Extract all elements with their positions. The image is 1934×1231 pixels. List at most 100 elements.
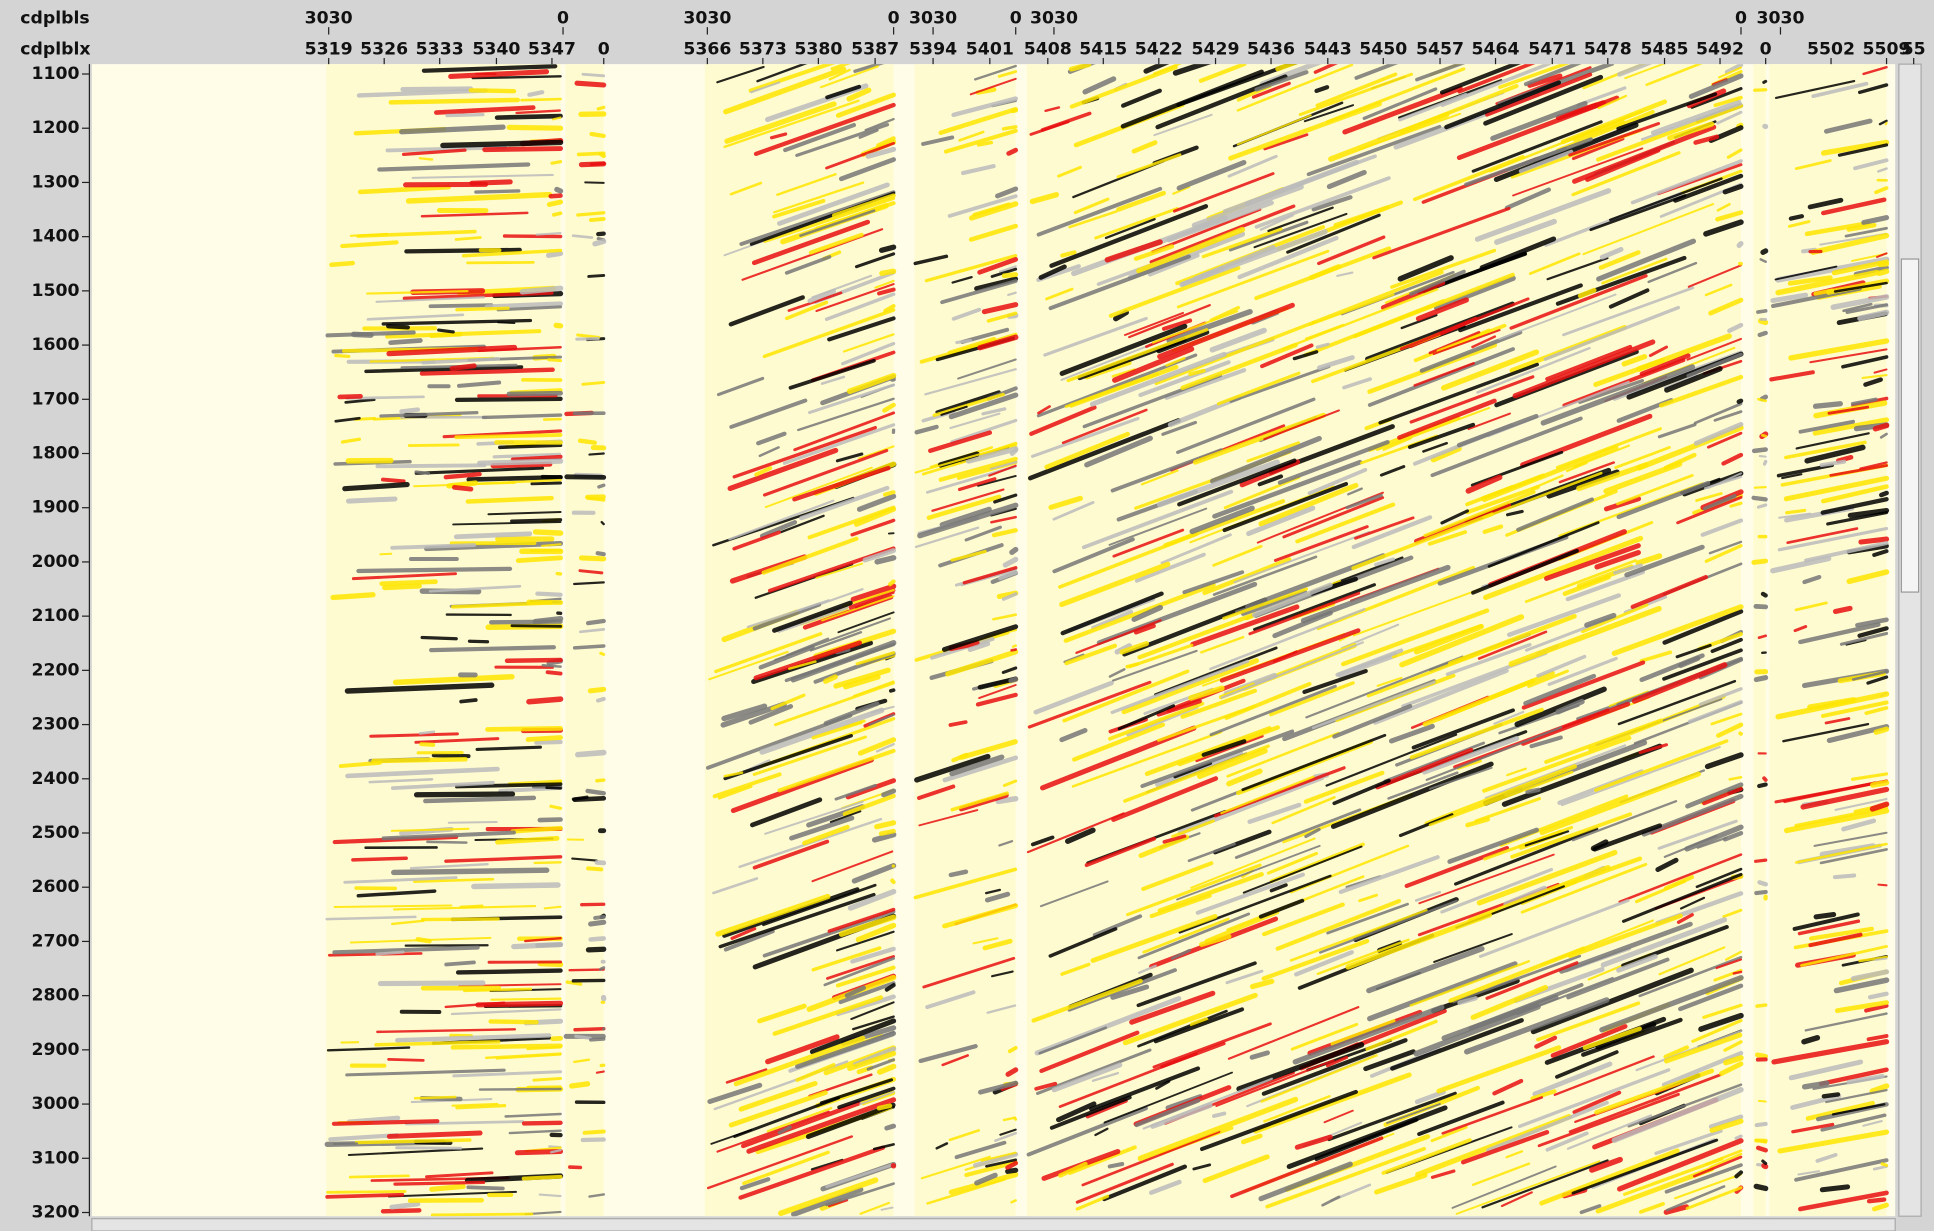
trace-stripe: [457, 308, 508, 309]
trace-stripe: [1009, 150, 1016, 153]
trace-stripe: [1013, 646, 1015, 647]
trace-stripe: [449, 822, 497, 823]
cdplblx-label: 5319: [305, 39, 353, 59]
trace-stripe: [602, 522, 604, 524]
trace-stripe: [885, 492, 894, 494]
trace-stripe: [385, 586, 420, 588]
y-tick-label: 1700: [32, 389, 80, 409]
trace-stripe: [598, 234, 604, 235]
trace-stripe: [1754, 498, 1766, 500]
trace-stripe: [388, 326, 408, 327]
trace-stripe: [570, 970, 604, 971]
trace-stripe: [601, 653, 604, 654]
y-tick-label: 3000: [32, 1094, 80, 1114]
trace-stripe: [592, 134, 604, 136]
y-tick-label: 1100: [32, 64, 80, 84]
trace-stripe: [1763, 251, 1766, 252]
trace-stripe: [392, 1204, 418, 1207]
cdplbls-label: 3030: [305, 9, 353, 29]
trace-stripe: [406, 250, 519, 251]
trace-stripe: [595, 241, 604, 243]
cdplbls-label: 0: [1010, 9, 1022, 29]
y-tick-label: 1400: [32, 227, 80, 247]
horizontal-scrollbar[interactable]: [92, 1219, 1895, 1231]
trace-stripe: [1861, 539, 1887, 542]
row-label: cdplbls: [20, 9, 89, 29]
trace-stripe: [575, 798, 604, 799]
trace-stripe: [536, 532, 561, 533]
trace-stripe: [549, 253, 561, 255]
trace-stripe: [598, 699, 604, 701]
trace-stripe: [1822, 1187, 1847, 1190]
trace-stripe: [1869, 1200, 1884, 1202]
trace-stripe: [403, 89, 471, 90]
panel-background: [915, 64, 1016, 1216]
cdplblx-label: 5340: [472, 39, 520, 59]
trace-stripe: [415, 1097, 455, 1098]
trace-stripe: [457, 1106, 505, 1108]
trace-stripe: [1759, 636, 1766, 638]
trace-stripe: [575, 646, 604, 648]
trace-stripe: [524, 1177, 561, 1179]
trace-stripe: [382, 582, 436, 584]
trace-stripe: [554, 213, 561, 215]
vertical-scrollbar[interactable]: [1899, 64, 1921, 1216]
trace-stripe: [468, 1187, 503, 1188]
trace-stripe: [529, 699, 561, 702]
cdplblx-label: 5464: [1472, 39, 1520, 59]
trace-stripe: [420, 158, 432, 159]
trace-stripe: [891, 690, 894, 691]
y-tick-label: 1300: [32, 172, 80, 192]
trace-stripe: [540, 964, 560, 965]
trace-stripe: [536, 742, 560, 743]
cdplbls-label: 3030: [683, 9, 731, 29]
trace-stripe: [464, 989, 530, 991]
cdplblx-label: 5415: [1079, 39, 1127, 59]
scroll-thumb[interactable]: [1901, 259, 1918, 592]
trace-stripe: [509, 393, 561, 394]
trace-stripe: [581, 558, 603, 559]
cdplblx-label: 5443: [1304, 39, 1352, 59]
cdplblx-label: 5408: [1024, 39, 1072, 59]
trace-stripe: [1762, 435, 1765, 436]
trace-stripe: [383, 1210, 419, 1211]
trace-stripe: [1012, 450, 1016, 453]
trace-stripe: [380, 983, 482, 984]
trace-stripe: [601, 968, 604, 969]
trace-stripe: [552, 162, 561, 164]
trace-stripe: [1755, 90, 1766, 91]
trace-stripe: [1762, 397, 1766, 399]
cdplbls-label: 3030: [1030, 9, 1078, 29]
cdplblx-label: 5485: [1641, 39, 1689, 59]
trace-stripe: [882, 271, 894, 273]
trace-stripe: [1881, 493, 1886, 495]
trace-stripe: [535, 862, 561, 863]
trace-stripe: [1756, 1186, 1765, 1188]
trace-stripe: [580, 441, 595, 443]
trace-stripe: [882, 247, 894, 250]
trace-stripe: [540, 820, 561, 821]
trace-stripe: [1835, 875, 1854, 877]
trace-stripe: [1757, 1055, 1765, 1057]
trace-stripe: [551, 196, 561, 197]
y-tick-label: 2800: [32, 986, 80, 1006]
trace-stripe: [556, 325, 560, 326]
trace-stripe: [458, 971, 560, 973]
trace-stripe: [1758, 311, 1766, 312]
trace-stripe: [334, 1143, 357, 1144]
trace-stripe: [409, 445, 458, 446]
trace-stripe: [471, 90, 514, 91]
cdplblx-label: 5394: [909, 39, 957, 59]
trace-stripe: [892, 881, 893, 883]
trace-stripe: [588, 868, 601, 869]
trace-stripe: [595, 917, 604, 918]
cdplblx-label: 5387: [851, 39, 899, 59]
trace-stripe: [452, 366, 474, 369]
trace-stripe: [532, 483, 561, 484]
trace-stripe: [534, 1078, 561, 1080]
trace-stripe: [456, 435, 560, 437]
cdplblx-label: 5380: [794, 39, 842, 59]
trace-stripe: [402, 410, 418, 412]
trace-stripe: [1214, 1113, 1224, 1116]
trace-stripe: [543, 665, 561, 666]
